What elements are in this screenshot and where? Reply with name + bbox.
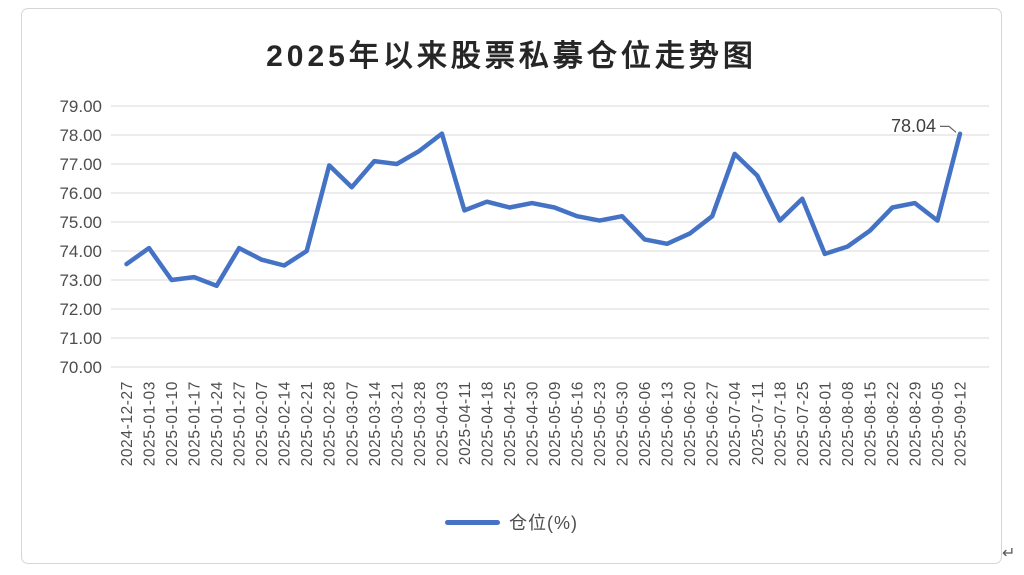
x-tick-label: 2025-08-22 <box>885 381 902 466</box>
y-tick-label: 79.00 <box>59 97 102 116</box>
x-tick-label: 2025-08-01 <box>817 381 834 466</box>
y-tick-label: 70.00 <box>59 358 102 377</box>
x-tick-label: 2025-04-03 <box>434 381 451 466</box>
y-tick-label: 72.00 <box>59 300 102 319</box>
x-tick-label: 2025-04-25 <box>502 381 519 466</box>
x-tick-label: 2025-09-05 <box>930 381 947 466</box>
x-tick-label: 2025-06-27 <box>705 381 722 466</box>
x-tick-label: 2025-03-07 <box>344 381 361 466</box>
y-tick-label: 77.00 <box>59 155 102 174</box>
x-tick-label: 2025-05-09 <box>547 381 564 466</box>
x-tick-label: 2025-05-23 <box>592 381 609 466</box>
y-tick-label: 78.00 <box>59 126 102 145</box>
x-tick-label: 2025-05-16 <box>570 381 587 466</box>
x-tick-label: 2025-02-14 <box>277 381 294 466</box>
x-tick-label: 2025-04-18 <box>479 381 496 466</box>
x-tick-label: 2025-09-12 <box>952 381 969 466</box>
x-tick-label: 2025-07-11 <box>750 381 767 465</box>
legend-line-swatch <box>445 519 500 525</box>
x-tick-label: 2025-03-14 <box>367 381 384 466</box>
x-tick-label: 2025-04-30 <box>524 381 541 466</box>
legend: 仓位(%) <box>22 509 1001 535</box>
series-point-label: 78.04 <box>890 115 936 136</box>
x-tick-label: 2025-02-07 <box>254 381 271 466</box>
y-tick-label: 71.00 <box>59 329 102 348</box>
x-tick-label: 2025-02-21 <box>299 381 316 466</box>
x-tick-label: 2025-06-06 <box>637 381 654 466</box>
legend-label: 仓位(%) <box>509 513 578 533</box>
x-tick-label: 2025-03-21 <box>389 381 406 466</box>
y-tick-label: 75.00 <box>59 213 102 232</box>
y-tick-label: 76.00 <box>59 184 102 203</box>
x-tick-label: 2025-01-24 <box>209 381 226 466</box>
y-tick-label: 74.00 <box>59 242 102 261</box>
x-tick-label: 2025-06-20 <box>682 381 699 466</box>
x-tick-label: 2025-08-08 <box>840 381 857 466</box>
x-tick-label: 2025-07-18 <box>772 381 789 466</box>
x-tick-label: 2025-06-13 <box>660 381 677 466</box>
x-tick-label: 2025-01-03 <box>142 381 159 466</box>
label-leader-line <box>939 125 957 133</box>
chart-frame: 79.00 78.00 77.00 76.00 75.00 74.00 73.00 72.00… <box>21 8 1002 564</box>
x-tick-label: 2025-07-25 <box>795 381 812 466</box>
x-tick-label: 2025-03-28 <box>412 381 429 466</box>
x-tick-label: 2025-02-28 <box>322 381 339 466</box>
chart-title: 2025年以来股票私募仓位走势图 <box>266 40 757 73</box>
x-tick-label: 2025-01-10 <box>164 381 181 466</box>
series-line <box>124 131 963 289</box>
x-tick-label: 2024-12-27 <box>119 381 136 466</box>
x-tick-label: 2025-08-15 <box>862 381 879 466</box>
x-tick-label: 2025-01-17 <box>187 381 204 466</box>
y-tick-label: 73.00 <box>59 271 102 290</box>
return-mark: ↵ <box>1002 545 1016 562</box>
x-tick-label: 2025-04-11 <box>457 381 474 465</box>
x-tick-label: 2025-01-27 <box>232 381 249 466</box>
x-tick-label: 2025-08-29 <box>907 381 924 466</box>
line-chart-svg: 79.00 78.00 77.00 76.00 75.00 74.00 73.00 72.00… <box>59 97 989 466</box>
x-tick-label: 2025-05-30 <box>615 381 632 466</box>
x-tick-label: 2025-07-04 <box>727 381 744 466</box>
